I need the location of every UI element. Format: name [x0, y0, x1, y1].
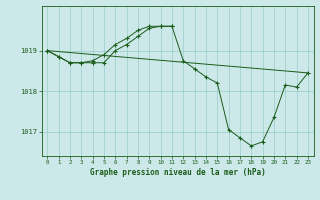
- X-axis label: Graphe pression niveau de la mer (hPa): Graphe pression niveau de la mer (hPa): [90, 168, 266, 177]
